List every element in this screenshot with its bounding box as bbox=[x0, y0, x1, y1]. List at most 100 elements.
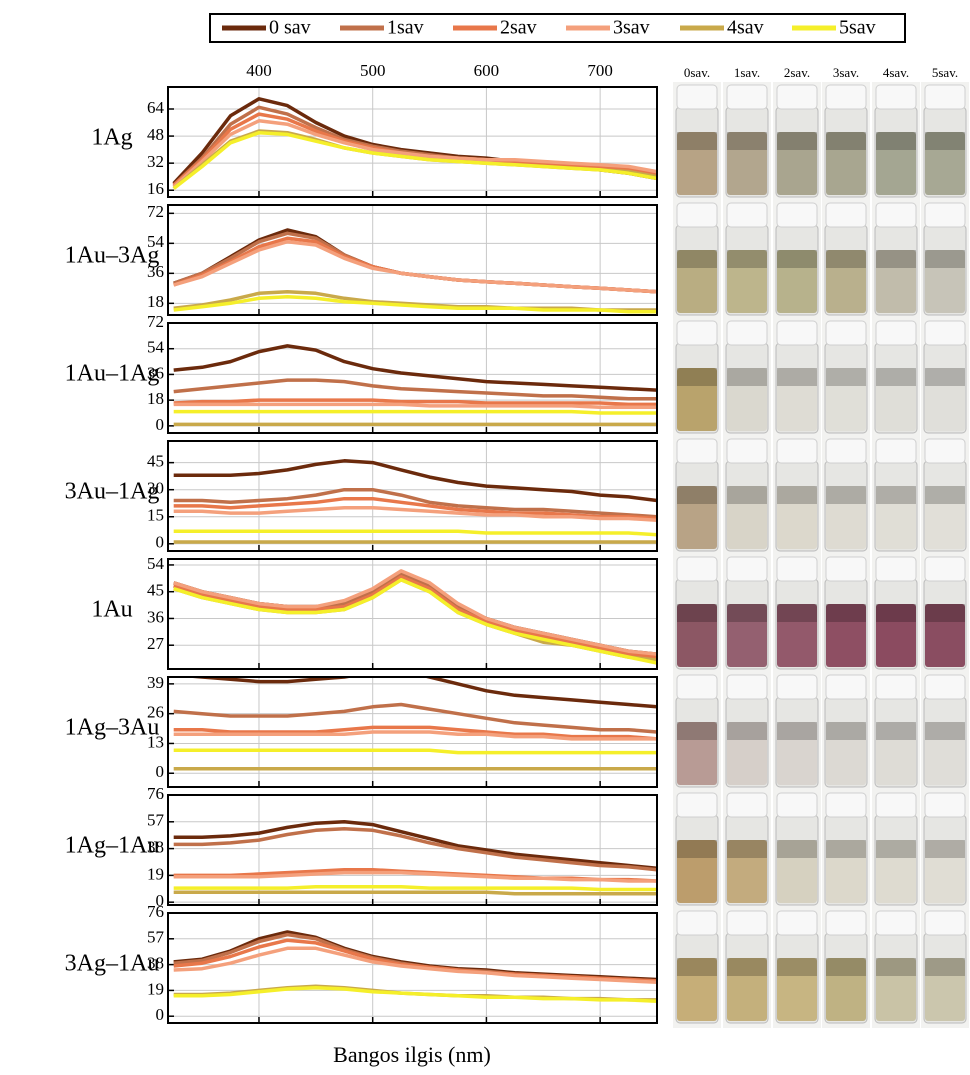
vial-photo bbox=[773, 790, 821, 910]
vial-cap bbox=[876, 439, 916, 463]
x-tick-label: 500 bbox=[360, 61, 386, 80]
vial-band bbox=[826, 958, 866, 976]
photo-label: 0sav. bbox=[684, 65, 710, 80]
vial-band bbox=[777, 486, 817, 504]
vial-band bbox=[925, 486, 965, 504]
vial-photo bbox=[723, 200, 771, 320]
vial-photo bbox=[822, 672, 870, 792]
legend-label: 5sav bbox=[839, 17, 876, 39]
vial-cap bbox=[777, 439, 817, 463]
vial-band bbox=[876, 486, 916, 504]
y-tick-label: 0 bbox=[156, 533, 165, 552]
y-tick-label: 18 bbox=[147, 292, 164, 311]
vial-photo bbox=[723, 318, 771, 438]
y-tick-label: 76 bbox=[147, 784, 164, 803]
y-tick-label: 48 bbox=[147, 125, 164, 144]
vial-band bbox=[677, 604, 717, 622]
spectrum-line bbox=[174, 822, 657, 869]
vial-band bbox=[925, 604, 965, 622]
vial-photo bbox=[773, 908, 821, 1028]
vial-photo bbox=[921, 554, 969, 674]
vial-photo bbox=[673, 672, 721, 792]
y-tick-label: 32 bbox=[147, 152, 164, 171]
y-tick-label: 18 bbox=[147, 389, 164, 408]
spectrum-line bbox=[174, 233, 657, 291]
vial-band bbox=[777, 132, 817, 150]
photo-label: 3sav. bbox=[833, 65, 859, 80]
spectrum-line bbox=[174, 580, 657, 663]
vial-photo bbox=[723, 554, 771, 674]
photo-label: 1sav. bbox=[734, 65, 760, 80]
vial-photo bbox=[822, 82, 870, 202]
vial-cap bbox=[925, 85, 965, 109]
y-tick-label: 0 bbox=[156, 1005, 165, 1024]
vial-cap bbox=[876, 321, 916, 345]
spectrum-line bbox=[174, 670, 657, 707]
vial-band bbox=[727, 604, 767, 622]
vial-band bbox=[876, 958, 916, 976]
spectrum-line bbox=[174, 887, 657, 890]
y-tick-label: 45 bbox=[147, 452, 164, 471]
vial-photo bbox=[723, 908, 771, 1028]
vial-band bbox=[876, 604, 916, 622]
vial-band bbox=[826, 604, 866, 622]
vial-cap bbox=[826, 439, 866, 463]
vial-band bbox=[677, 368, 717, 386]
vial-photo bbox=[723, 82, 771, 202]
page: Bangos ilgis (nm) 0 sav1sav2sav3sav4sav5… bbox=[0, 0, 970, 1075]
spectrum-line bbox=[174, 380, 657, 399]
figure: Bangos ilgis (nm) 0 sav1sav2sav3sav4sav5… bbox=[0, 0, 970, 1075]
y-tick-label: 54 bbox=[147, 554, 165, 573]
vial-photo bbox=[822, 436, 870, 556]
vial-photo bbox=[723, 672, 771, 792]
vial-photo bbox=[872, 554, 920, 674]
y-tick-label: 45 bbox=[147, 581, 164, 600]
vial-cap bbox=[677, 321, 717, 345]
vial-band bbox=[727, 250, 767, 268]
panel-label: 1Ag bbox=[91, 125, 132, 151]
vial-photo bbox=[723, 436, 771, 556]
vial-cap bbox=[727, 911, 767, 935]
vial-cap bbox=[727, 557, 767, 581]
vial-band bbox=[777, 368, 817, 386]
vial-band bbox=[677, 486, 717, 504]
vial-photo bbox=[773, 436, 821, 556]
vial-photo bbox=[921, 436, 969, 556]
legend-label: 3sav bbox=[613, 17, 650, 39]
spectrum-line bbox=[174, 892, 657, 893]
vial-cap bbox=[876, 793, 916, 817]
vial-cap bbox=[727, 85, 767, 109]
y-tick-label: 76 bbox=[147, 902, 164, 921]
vial-band bbox=[677, 722, 717, 740]
vial-cap bbox=[677, 793, 717, 817]
vial-cap bbox=[826, 675, 866, 699]
y-tick-label: 27 bbox=[147, 634, 165, 653]
vial-band bbox=[876, 722, 916, 740]
vial-band bbox=[925, 250, 965, 268]
vial-cap bbox=[876, 911, 916, 935]
vial-cap bbox=[727, 675, 767, 699]
vial-cap bbox=[727, 321, 767, 345]
vial-cap bbox=[925, 911, 965, 935]
vial-band bbox=[777, 604, 817, 622]
y-tick-label: 16 bbox=[147, 179, 164, 198]
vial-band bbox=[727, 958, 767, 976]
vial-photo bbox=[872, 200, 920, 320]
vial-band bbox=[727, 132, 767, 150]
vial-photo bbox=[921, 82, 969, 202]
vial-photo bbox=[822, 318, 870, 438]
vial-band bbox=[777, 722, 817, 740]
vial-cap bbox=[727, 793, 767, 817]
photo-label: 2sav. bbox=[784, 65, 810, 80]
photo-label: 5sav. bbox=[932, 65, 958, 80]
vial-photo bbox=[673, 554, 721, 674]
vial-band bbox=[777, 250, 817, 268]
spectrum-line bbox=[174, 404, 657, 407]
vial-photo bbox=[773, 672, 821, 792]
spectrum-line bbox=[174, 297, 657, 312]
vial-photo bbox=[673, 200, 721, 320]
vial-cap bbox=[677, 85, 717, 109]
y-tick-label: 57 bbox=[147, 811, 165, 830]
vial-photo bbox=[921, 200, 969, 320]
legend-label: 2sav bbox=[500, 17, 537, 39]
